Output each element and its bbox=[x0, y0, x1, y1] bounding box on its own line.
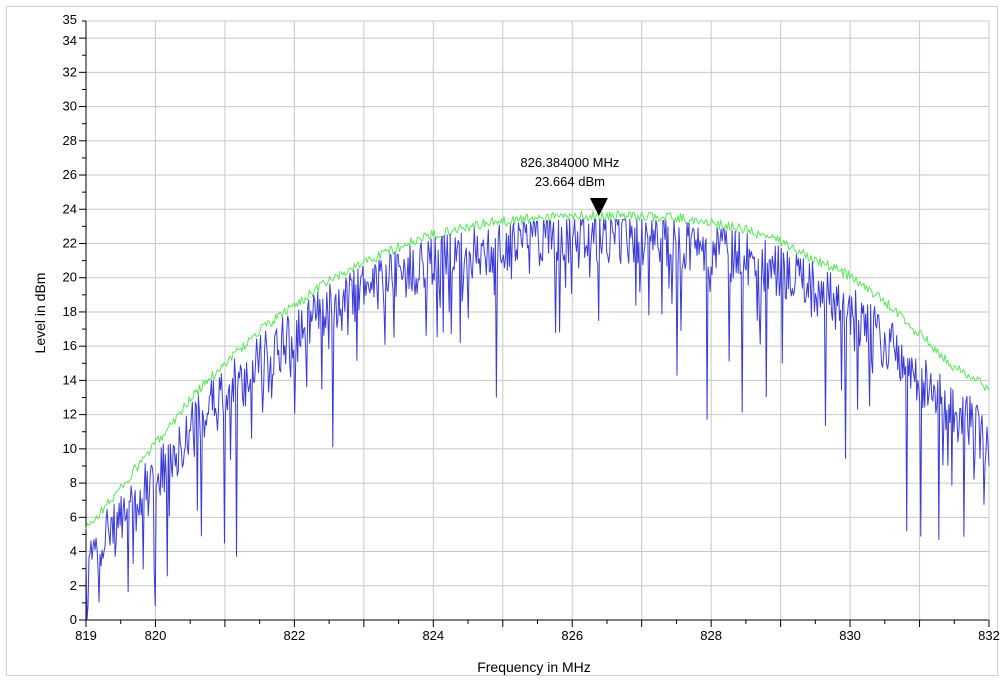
chart-frame bbox=[6, 6, 998, 676]
y-tick-label: 35 bbox=[63, 12, 77, 27]
y-tick-label: 22 bbox=[63, 235, 77, 250]
y-tick-label: 20 bbox=[63, 270, 77, 285]
series-line-green bbox=[85, 210, 990, 530]
y-tick-label: 10 bbox=[63, 441, 77, 456]
y-tick-label: 4 bbox=[70, 544, 77, 559]
y-tick-label: 6 bbox=[70, 509, 77, 524]
y-tick-label: 26 bbox=[63, 167, 77, 182]
peak-marker-triangle[interactable] bbox=[589, 198, 608, 217]
y-tick-label: 8 bbox=[70, 475, 77, 490]
x-axis-title: Frequency in MHz bbox=[477, 659, 591, 675]
y-tick-label: 32 bbox=[63, 64, 77, 79]
series-line-blue bbox=[85, 219, 990, 621]
x-tick-label: 830 bbox=[839, 628, 861, 643]
x-tick-label: 828 bbox=[700, 628, 722, 643]
y-tick-label: 16 bbox=[63, 338, 77, 353]
x-tick-label: 822 bbox=[284, 628, 306, 643]
y-tick-label: 14 bbox=[63, 372, 77, 387]
axes bbox=[79, 20, 990, 627]
x-tick-label: 832 bbox=[978, 628, 1000, 643]
peak-marker: 826.384000 MHz 23.664 dBm bbox=[520, 155, 619, 217]
x-tick-label: 819 bbox=[75, 628, 97, 643]
x-tick-label: 826 bbox=[561, 628, 583, 643]
y-tick-label: 34 bbox=[63, 33, 77, 48]
series-group bbox=[85, 210, 990, 621]
y-tick-label: 12 bbox=[63, 407, 77, 422]
y-tick-label: 30 bbox=[63, 99, 77, 114]
x-tick-label: 824 bbox=[422, 628, 444, 643]
y-tick-label: 24 bbox=[63, 201, 77, 216]
peak-marker-level: 23.664 dBm bbox=[535, 174, 605, 189]
x-tick-label: 820 bbox=[145, 628, 167, 643]
peak-marker-frequency: 826.384000 MHz bbox=[520, 155, 619, 170]
y-tick-label: 2 bbox=[70, 578, 77, 593]
y-tick-label: 18 bbox=[63, 304, 77, 319]
y-axis-title: Level in dBm bbox=[32, 273, 48, 354]
y-tick-label: 0 bbox=[70, 612, 77, 627]
y-tick-label: 28 bbox=[63, 133, 77, 148]
